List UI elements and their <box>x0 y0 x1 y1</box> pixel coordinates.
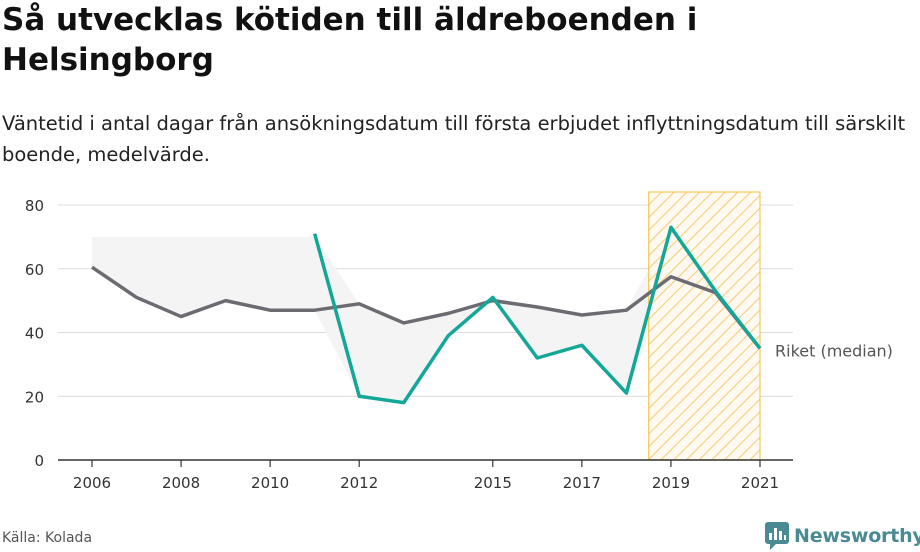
y-tick-label: 60 <box>25 261 44 279</box>
x-tick-label: 2021 <box>741 474 779 492</box>
x-tick-label: 2008 <box>162 474 200 492</box>
chart-title: Så utvecklas kötiden till äldreboenden i… <box>2 2 698 78</box>
x-tick-label: 2015 <box>474 474 512 492</box>
x-tick-label: 2012 <box>340 474 378 492</box>
x-tick-label: 2006 <box>73 474 111 492</box>
chart-subtitle: Väntetid i antal dagar från ansökningsda… <box>2 112 906 166</box>
x-tick-label: 2019 <box>652 474 690 492</box>
y-tick-label: 80 <box>25 197 44 215</box>
source-note: Källa: Kolada <box>2 530 93 546</box>
brand-logo: Newsworthy <box>765 521 920 551</box>
y-tick-label: 0 <box>34 452 44 470</box>
series-label-riket: Riket (median) <box>775 342 893 361</box>
helsingborg-line <box>312 225 762 405</box>
y-tick-label: 20 <box>25 388 44 406</box>
x-tick-label: 2017 <box>563 474 601 492</box>
x-tick-label: 2010 <box>251 474 289 492</box>
riket-median-line <box>91 265 762 350</box>
brand-name: Newsworthy <box>794 525 920 547</box>
difference-band <box>92 227 760 403</box>
y-tick-label: 40 <box>25 325 44 343</box>
chat-bar-chart-icon <box>765 522 789 550</box>
